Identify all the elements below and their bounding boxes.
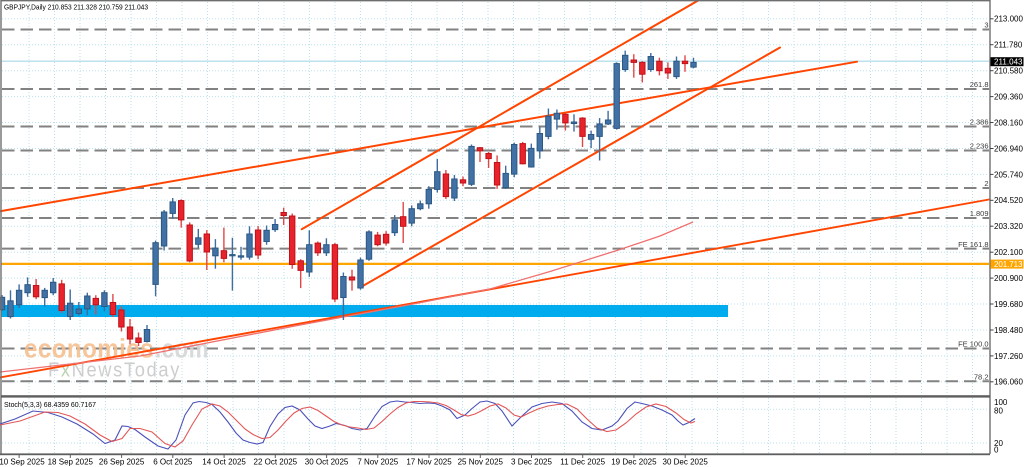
svg-text:19 Dec 2025: 19 Dec 2025 (611, 458, 657, 467)
svg-text:208.160: 208.160 (994, 118, 1023, 127)
svg-text:11 Dec 2025: 11 Dec 2025 (560, 458, 605, 467)
svg-text:209.360: 209.360 (994, 93, 1023, 102)
svg-text:20: 20 (994, 439, 1003, 448)
svg-text:17 Nov 2025: 17 Nov 2025 (406, 458, 452, 467)
svg-text:FE 100.0: FE 100.0 (958, 340, 988, 349)
svg-text:6 Oct 2025: 6 Oct 2025 (153, 458, 193, 467)
svg-text:203.320: 203.320 (994, 222, 1023, 231)
svg-text:206.940: 206.940 (994, 144, 1023, 153)
svg-text:3: 3 (984, 21, 988, 30)
svg-text:200.900: 200.900 (994, 274, 1023, 283)
svg-text:211.043: 211.043 (994, 58, 1023, 67)
svg-text:202.100: 202.100 (994, 248, 1023, 257)
svg-text:FxNewsToday: FxNewsToday (48, 360, 181, 382)
svg-text:2.386: 2.386 (970, 118, 989, 127)
svg-text:Stoch(5,3,3) 68.4359 60.7167: Stoch(5,3,3) 68.4359 60.7167 (4, 400, 96, 409)
svg-text:26 Sep 2025: 26 Sep 2025 (99, 458, 145, 467)
svg-text:210.580: 210.580 (994, 67, 1023, 76)
svg-text:25 Nov 2025: 25 Nov 2025 (458, 458, 504, 467)
svg-text:2: 2 (984, 179, 988, 188)
svg-text:22 Oct 2025: 22 Oct 2025 (254, 458, 298, 467)
svg-text:FE 161.8: FE 161.8 (958, 240, 988, 249)
svg-text:205.740: 205.740 (994, 170, 1023, 179)
svg-text:199.680: 199.680 (994, 300, 1023, 309)
svg-text:196.060: 196.060 (994, 378, 1023, 387)
svg-text:213.000: 213.000 (994, 15, 1023, 24)
svg-text:14 Oct 2025: 14 Oct 2025 (202, 458, 246, 467)
svg-text:78.2: 78.2 (974, 373, 989, 382)
svg-text:80: 80 (994, 406, 1003, 415)
svg-text:100: 100 (994, 398, 1008, 407)
svg-text:261.8: 261.8 (970, 80, 989, 89)
svg-text:30 Dec 2025: 30 Dec 2025 (663, 458, 709, 467)
svg-text:30 Oct 2025: 30 Oct 2025 (305, 458, 349, 467)
svg-text:3 Dec 2025: 3 Dec 2025 (511, 458, 552, 467)
svg-text:201.713: 201.713 (994, 260, 1023, 269)
svg-text:7 Nov 2025: 7 Nov 2025 (357, 458, 398, 467)
svg-text:GBPJPY,Daily 210.853 211.328: GBPJPY,Daily 210.853 211.328 210.759 211… (4, 2, 148, 11)
svg-text:2.236: 2.236 (970, 142, 989, 151)
svg-text:204.520: 204.520 (994, 196, 1023, 205)
svg-text:10 Sep 2025: 10 Sep 2025 (0, 458, 45, 467)
svg-text:1.809: 1.809 (970, 209, 989, 218)
svg-text:0: 0 (994, 445, 999, 454)
svg-text:211.780: 211.780 (994, 41, 1023, 50)
svg-text:198.480: 198.480 (994, 326, 1023, 335)
svg-text:18 Sep 2025: 18 Sep 2025 (48, 458, 94, 467)
svg-text:197.260: 197.260 (994, 352, 1023, 361)
